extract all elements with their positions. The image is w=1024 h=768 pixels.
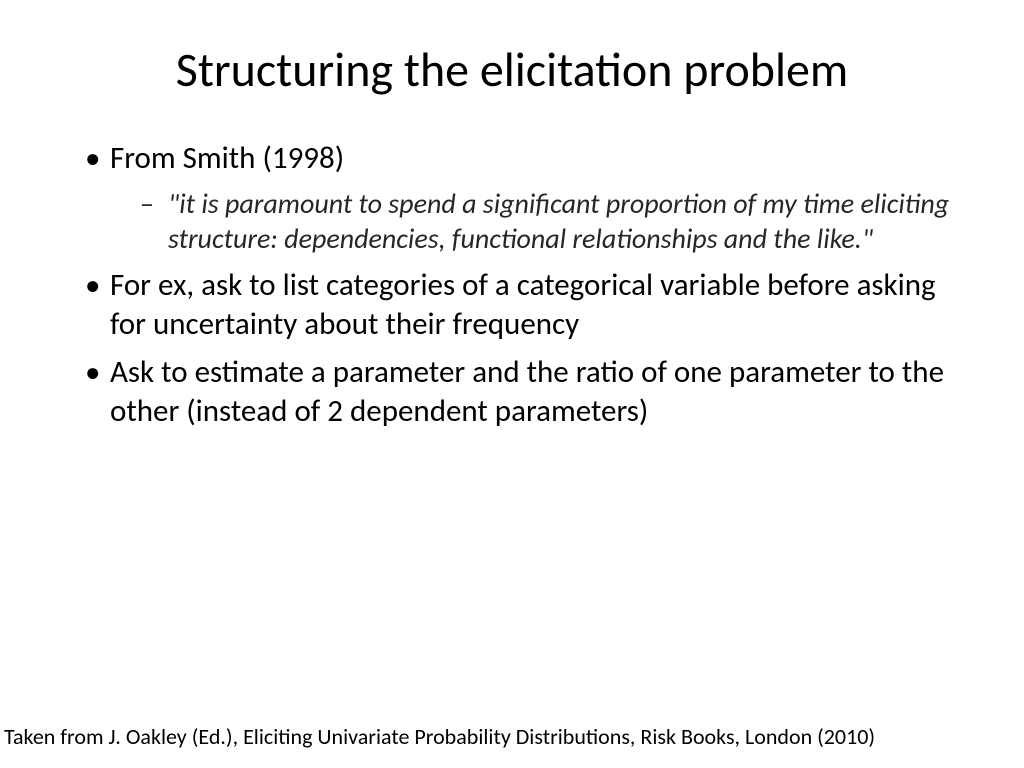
slide-footer: Taken from J. Oakley (Ed.), Eliciting Un… xyxy=(0,723,1024,750)
slide-content: From Smith (1998) "it is paramount to sp… xyxy=(60,139,964,431)
bullet-text: Ask to estimate a parameter and the rati… xyxy=(110,353,944,430)
bullet-text: From Smith (1998) xyxy=(110,139,344,177)
slide-title: Structuring the elicitation problem xyxy=(60,40,964,99)
sub-quote: "it is paramount to spend a significant … xyxy=(168,186,949,256)
bullet-item: From Smith (1998) "it is paramount to sp… xyxy=(80,139,964,256)
slide-container: Structuring the elicitation problem From… xyxy=(0,0,1024,768)
sub-item: "it is paramount to spend a significant … xyxy=(140,186,964,256)
bullet-list: From Smith (1998) "it is paramount to sp… xyxy=(80,139,964,431)
bullet-item: For ex, ask to list categories of a cate… xyxy=(80,266,964,344)
sub-list: "it is paramount to spend a significant … xyxy=(110,186,964,256)
bullet-text: For ex, ask to list categories of a cate… xyxy=(110,266,936,343)
bullet-item: Ask to estimate a parameter and the rati… xyxy=(80,353,964,431)
